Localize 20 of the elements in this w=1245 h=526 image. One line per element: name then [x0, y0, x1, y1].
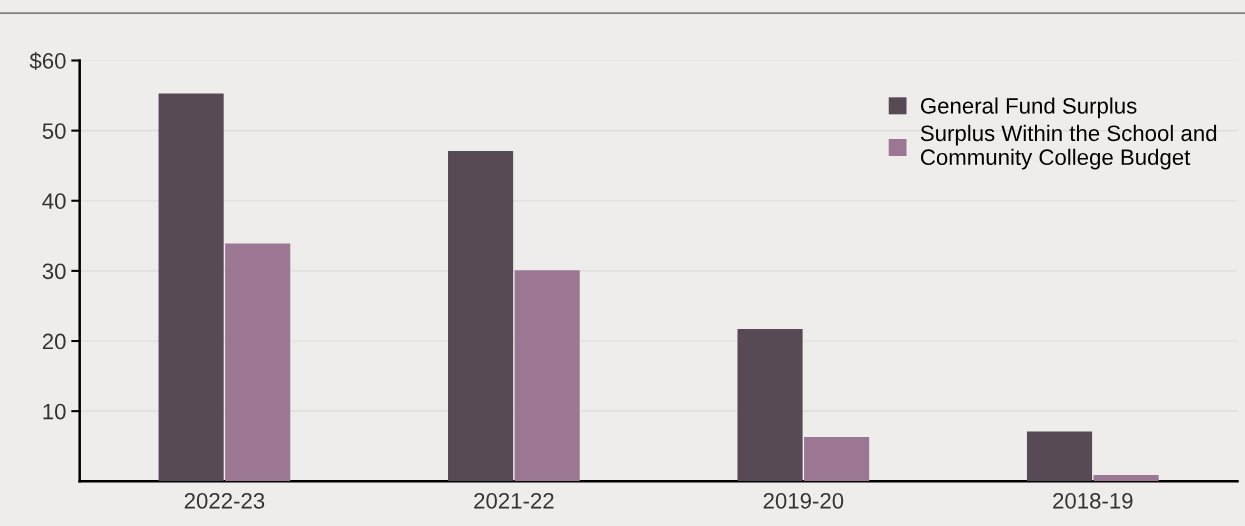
bar [158, 93, 224, 482]
bar [514, 270, 580, 482]
x-tick-label: 2021-22 [474, 492, 554, 509]
bar [448, 150, 514, 482]
y-tick-label: 30 [42, 263, 66, 280]
y-tick-label: 10 [43, 403, 66, 420]
y-tick-label: $60 [29, 52, 66, 71]
legend-label: General Fund Surplus [920, 97, 1137, 119]
bar [225, 243, 291, 482]
y-tick-label: 50 [42, 123, 66, 139]
bar [804, 437, 870, 482]
y-tick-label: 40 [42, 193, 66, 210]
bar [1026, 431, 1093, 482]
bar [1093, 474, 1159, 482]
x-tick-label: 2022-23 [184, 492, 265, 509]
legend-label: Surplus Within the School and Community College Budget [920, 124, 1217, 170]
y-tick-label: 20 [42, 333, 66, 350]
x-tick-label: 2018-19 [1053, 492, 1133, 509]
x-tick-label: 2019-20 [763, 492, 844, 509]
bar [737, 329, 803, 482]
